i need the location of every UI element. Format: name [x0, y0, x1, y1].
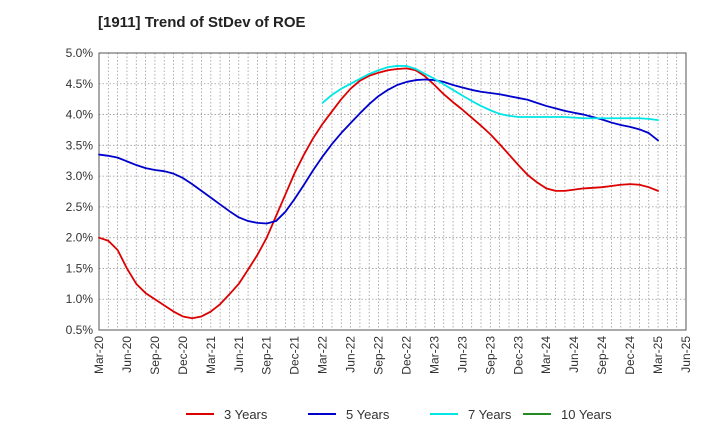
y-tick-label: 4.5%	[66, 77, 94, 91]
x-tick-label: Mar-23	[427, 336, 441, 374]
legend-label: 10 Years	[561, 407, 612, 422]
x-tick-label: Mar-25	[651, 336, 665, 374]
x-tick-label: Sep-23	[483, 336, 497, 375]
y-tick-label: 5.0%	[66, 46, 94, 60]
y-tick-label: 1.5%	[66, 261, 94, 275]
y-tick-label: 1.0%	[66, 292, 94, 306]
y-tick-label: 4.0%	[66, 108, 94, 122]
x-tick-label: Sep-20	[148, 336, 162, 375]
chart-title: [1911] Trend of StDev of ROE	[98, 14, 306, 31]
x-tick-label: Mar-22	[316, 336, 330, 374]
x-tick-label: Sep-24	[595, 336, 609, 375]
x-tick-label: Sep-21	[260, 336, 274, 375]
plot-area	[99, 53, 686, 330]
series-line-3-years	[98, 67, 659, 320]
x-tick-label: Mar-24	[539, 336, 553, 374]
legend-label: 7 Years	[468, 407, 512, 422]
x-tick-label: Mar-21	[204, 336, 218, 374]
x-tick-label: Dec-21	[288, 336, 302, 375]
x-tick-label: Dec-23	[511, 336, 525, 375]
legend-label: 5 Years	[346, 407, 390, 422]
y-tick-label: 2.0%	[66, 231, 94, 245]
series-line-7-years	[321, 65, 659, 121]
x-tick-label: Dec-22	[399, 336, 413, 375]
y-tick-label: 0.5%	[66, 323, 94, 337]
x-tick-label: Jun-24	[567, 336, 581, 373]
x-tick-label: Jun-22	[344, 336, 358, 373]
x-tick-label: Jun-21	[232, 336, 246, 373]
legend-label: 3 Years	[224, 407, 268, 422]
x-tick-label: Jun-20	[120, 336, 134, 373]
x-tick-label: Jun-25	[679, 336, 693, 373]
x-tick-label: Mar-20	[92, 336, 106, 374]
series-line-5-years	[98, 78, 659, 225]
plot-frame	[98, 52, 687, 331]
x-tick-label: Jun-23	[455, 336, 469, 373]
x-tick-label: Dec-24	[623, 336, 637, 375]
y-tick-label: 2.5%	[66, 200, 94, 214]
x-tick-label: Sep-22	[372, 336, 386, 375]
y-tick-label: 3.5%	[66, 138, 94, 152]
y-tick-label: 3.0%	[66, 169, 94, 183]
x-tick-label: Dec-20	[176, 336, 190, 375]
